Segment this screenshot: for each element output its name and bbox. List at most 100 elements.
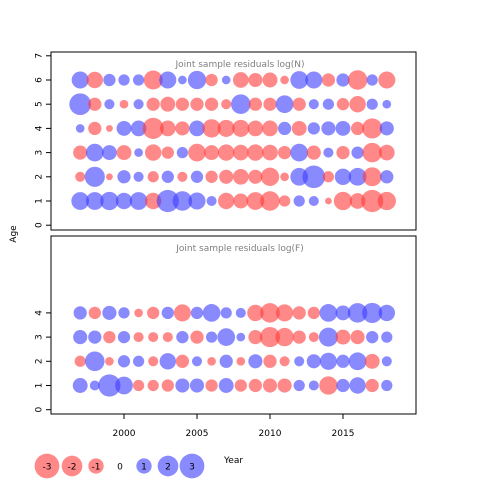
bubble-age1-2003 xyxy=(156,189,179,213)
bubble-age5-2005 xyxy=(190,97,204,111)
bubble-age4-2013 xyxy=(307,122,320,135)
panel-logN-title: Joint sample residuals log(N) xyxy=(174,60,304,70)
bubble-age1-2009 xyxy=(246,192,265,210)
y-tick-label: 0 xyxy=(35,407,45,413)
bubble-age4-1997 xyxy=(75,124,85,133)
bubble-age2-2010 xyxy=(260,167,280,186)
bubble-age2-2009 xyxy=(248,169,263,184)
x-axis-label: Year xyxy=(223,456,243,466)
bubble-age4-2000 xyxy=(118,307,130,319)
bubble-age3-2002 xyxy=(148,332,159,343)
legend-bubble xyxy=(88,458,104,474)
bubble-age2-2005 xyxy=(191,356,203,367)
bubble-age2-2017 xyxy=(362,167,382,187)
legend-label: -1 xyxy=(92,463,101,473)
bubble-age3-2011 xyxy=(275,327,294,347)
bubble-age5-2004 xyxy=(175,97,190,111)
bubble-age4-2006 xyxy=(202,304,221,322)
bubble-age3-2018 xyxy=(378,144,395,161)
bubble-age4-2005 xyxy=(190,306,204,320)
bubble-age3-2005 xyxy=(188,143,206,162)
bubble-age4-1999 xyxy=(102,305,117,320)
y-tick-label: 4 xyxy=(35,125,45,131)
bubble-age4-2009 xyxy=(247,120,264,137)
bubble-age3-2013 xyxy=(306,145,321,160)
bubble-age6-2010 xyxy=(262,72,278,88)
bubble-age2-2010 xyxy=(263,354,277,368)
bubble-age5-2012 xyxy=(292,97,306,111)
bubble-age3-2008 xyxy=(232,144,249,161)
bubble-age1-2011 xyxy=(278,195,291,207)
bubble-age1-2004 xyxy=(175,378,190,393)
bubble-age2-2016 xyxy=(348,167,367,186)
bubble-age5-2006 xyxy=(204,97,219,111)
bubble-age1-2014 xyxy=(319,376,338,395)
bubble-age3-1998 xyxy=(85,143,104,162)
bubble-age6-2015 xyxy=(336,73,350,87)
bubble-age4-2010 xyxy=(260,303,280,323)
bubble-age2-2008 xyxy=(236,356,246,366)
bubble-age2-1997 xyxy=(75,171,86,182)
bubble-age4-2008 xyxy=(232,119,250,137)
bubble-age2-2006 xyxy=(205,170,218,183)
panel-logN-bubbles xyxy=(69,70,396,213)
bubble-age1-2015 xyxy=(336,378,350,393)
x-tick-label: 2015 xyxy=(332,429,355,439)
bubble-age6-2001 xyxy=(132,74,145,86)
bubble-age4-2007 xyxy=(220,307,232,319)
bubble-age1-2005 xyxy=(189,378,205,393)
legend-label: -2 xyxy=(68,463,77,473)
bubble-age6-2007 xyxy=(221,75,231,85)
bubble-age4-2011 xyxy=(276,304,294,322)
y-tick-label: 5 xyxy=(35,101,45,107)
bubble-age1-1998 xyxy=(85,192,104,210)
bubble-age4-2014 xyxy=(319,304,338,322)
bubble-age6-2003 xyxy=(159,71,177,89)
y-tick-label: 4 xyxy=(35,310,45,316)
legend-bubble xyxy=(136,458,152,474)
bubble-age1-2001 xyxy=(129,192,148,210)
bubble-age4-2012 xyxy=(291,120,307,136)
legend-bubble xyxy=(34,453,60,479)
bubble-age6-2012 xyxy=(290,71,309,89)
bubble-age2-2000 xyxy=(117,355,131,368)
bubble-age1-2016 xyxy=(349,193,366,209)
bubble-age2-2012 xyxy=(294,356,305,367)
bubble-age1-2001 xyxy=(132,379,145,392)
bubble-age2-2004 xyxy=(177,171,188,182)
bubble-age3-2007 xyxy=(218,144,235,161)
bubble-age3-2004 xyxy=(176,330,189,344)
bubble-age5-2014 xyxy=(322,98,335,110)
bubble-age1-2017 xyxy=(365,378,379,393)
bubble-age4-2012 xyxy=(292,306,306,320)
bubble-age5-2008 xyxy=(231,94,251,114)
bubble-age1-2009 xyxy=(248,378,263,393)
bubble-age6-2005 xyxy=(187,70,207,90)
bubble-age2-2004 xyxy=(175,354,190,368)
bubble-age6-2000 xyxy=(118,74,130,86)
bubble-age3-2012 xyxy=(290,143,309,162)
bubble-age3-1997 xyxy=(73,145,88,160)
bubble-age2-2003 xyxy=(161,170,174,183)
bubble-age2-2014 xyxy=(322,171,335,183)
bubble-age4-2008 xyxy=(235,307,246,318)
bubble-age6-1998 xyxy=(86,71,104,89)
bubble-age2-1999 xyxy=(105,356,114,366)
bubble-age5-2015 xyxy=(336,98,350,111)
bubble-age2-2013 xyxy=(306,354,321,369)
bubble-age1-2008 xyxy=(234,379,247,392)
bubble-age3-2002 xyxy=(145,144,162,161)
bubble-age1-2000 xyxy=(115,376,133,395)
bubble-age3-2000 xyxy=(116,145,132,161)
bubble-age3-2009 xyxy=(248,330,263,345)
bubble-age1-2003 xyxy=(161,379,174,392)
bubble-age1-2004 xyxy=(172,191,193,211)
bubble-age3-2014 xyxy=(318,327,338,347)
bubble-age1-2007 xyxy=(218,378,234,393)
y-tick-label: 1 xyxy=(35,198,45,204)
legend-label: 0 xyxy=(117,463,123,473)
y-tick-label: 0 xyxy=(35,222,45,228)
bubble-age6-2014 xyxy=(321,73,336,87)
bubble-age4-2004 xyxy=(175,121,190,136)
bubble-age2-2001 xyxy=(132,355,145,367)
